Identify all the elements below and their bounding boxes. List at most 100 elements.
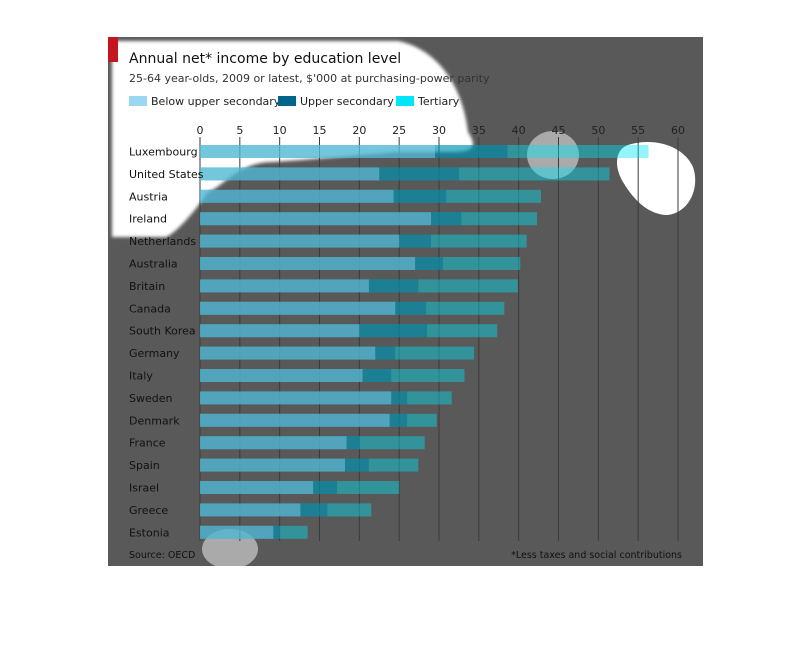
bars bbox=[200, 145, 649, 539]
bar-0 bbox=[200, 413, 390, 427]
category-label: Greece bbox=[129, 504, 168, 517]
bar-2 bbox=[200, 481, 400, 494]
bar-2 bbox=[200, 458, 419, 472]
bar-1 bbox=[200, 458, 369, 472]
bar-1 bbox=[200, 301, 427, 315]
bar-1 bbox=[200, 279, 419, 293]
bar-1 bbox=[200, 189, 447, 203]
bar-1 bbox=[200, 346, 396, 360]
highlight-overlay bbox=[108, 37, 696, 566]
bar-chart: Annual net* income by education level 25… bbox=[108, 37, 696, 566]
legend-label-0: Below upper secondary bbox=[151, 95, 281, 108]
bar-0 bbox=[200, 458, 345, 472]
bar-0 bbox=[200, 167, 380, 181]
bar-2 bbox=[200, 167, 610, 181]
category-label: Australia bbox=[129, 258, 178, 271]
bar-1 bbox=[200, 391, 408, 405]
bar-1 bbox=[200, 167, 459, 181]
category-label: Italy bbox=[129, 370, 153, 383]
bar-2 bbox=[200, 212, 537, 226]
footnote: *Less taxes and social contributions bbox=[511, 550, 682, 561]
bar-0 bbox=[200, 436, 347, 450]
bar-0 bbox=[200, 391, 392, 405]
category-labels: Luxembourg United States Austria Ireland Net… bbox=[129, 146, 204, 540]
bar-2 bbox=[200, 279, 518, 293]
bar-1 bbox=[200, 324, 428, 338]
bar-0 bbox=[200, 369, 363, 382]
x-axis-ticks: 0 5 10 15 20 25 30 35 40 45 50 55 60 bbox=[197, 124, 686, 137]
bar-1 bbox=[200, 503, 328, 517]
category-label: Netherlands bbox=[129, 235, 196, 248]
bar-2 bbox=[200, 145, 649, 158]
legend-label-2: Tertiary bbox=[417, 95, 460, 108]
bar-0 bbox=[200, 324, 360, 338]
bar-1 bbox=[200, 525, 280, 539]
bar-2 bbox=[200, 234, 527, 248]
bar-0 bbox=[200, 301, 396, 315]
legend: Below upper secondary Upper secondary Tert… bbox=[129, 95, 460, 108]
bar-2 bbox=[200, 189, 541, 203]
category-label: Canada bbox=[129, 302, 171, 315]
bar-1 bbox=[200, 369, 392, 382]
bar-2 bbox=[200, 257, 521, 270]
bar-2 bbox=[200, 391, 452, 405]
category-label: South Korea bbox=[129, 325, 196, 338]
legend-swatch-2 bbox=[396, 96, 414, 106]
legend-label-1: Upper secondary bbox=[300, 95, 394, 108]
bar-0 bbox=[200, 189, 394, 203]
accent-bar bbox=[108, 37, 118, 62]
bar-2 bbox=[200, 346, 475, 360]
bar-0 bbox=[200, 525, 274, 539]
source-note: Source: OECD bbox=[129, 550, 195, 561]
bar-2 bbox=[200, 324, 498, 338]
bar-2 bbox=[200, 413, 437, 427]
chart-panel: Annual net* income by education level 25… bbox=[108, 37, 703, 566]
bar-0 bbox=[200, 257, 416, 270]
category-label: Austria bbox=[129, 190, 168, 203]
bar-2 bbox=[200, 436, 425, 450]
bar-2 bbox=[200, 301, 505, 315]
x-tick-label: 5 bbox=[236, 124, 243, 137]
bar-2 bbox=[200, 525, 308, 539]
x-tick-label: 20 bbox=[352, 124, 366, 137]
category-label: Denmark bbox=[129, 414, 180, 427]
category-label: Israel bbox=[129, 482, 159, 495]
category-label: Sweden bbox=[129, 392, 172, 405]
bar-0 bbox=[200, 234, 400, 248]
x-tick-label: 55 bbox=[631, 124, 645, 137]
x-tick-label: 50 bbox=[591, 124, 605, 137]
bar-0 bbox=[200, 503, 301, 517]
x-tick-label: 45 bbox=[552, 124, 566, 137]
bar-0 bbox=[200, 481, 314, 494]
gridlines bbox=[199, 137, 679, 541]
bar-0 bbox=[200, 279, 369, 293]
category-label: France bbox=[129, 437, 166, 450]
bar-2 bbox=[200, 503, 372, 517]
bar-0 bbox=[200, 346, 376, 360]
chart-subtitle: 25-64 year-olds, 2009 or latest, $'000 a… bbox=[129, 72, 490, 85]
category-label: Spain bbox=[129, 459, 160, 472]
category-label: United States bbox=[129, 168, 204, 181]
x-tick-label: 25 bbox=[392, 124, 406, 137]
legend-swatch-0 bbox=[129, 96, 147, 106]
x-tick-label: 60 bbox=[671, 124, 685, 137]
bar-0 bbox=[200, 212, 432, 226]
bar-1 bbox=[200, 212, 462, 226]
chart-title: Annual net* income by education level bbox=[129, 51, 401, 67]
category-label: Estonia bbox=[129, 526, 170, 539]
bar-1 bbox=[200, 257, 443, 270]
bar-0 bbox=[200, 145, 436, 158]
category-label: Germany bbox=[129, 347, 180, 360]
x-tick-label: 10 bbox=[273, 124, 287, 137]
category-label: Ireland bbox=[129, 213, 167, 226]
bar-1 bbox=[200, 145, 508, 158]
bar-1 bbox=[200, 413, 408, 427]
bar-2 bbox=[200, 369, 465, 382]
category-label: Luxembourg bbox=[129, 146, 198, 159]
x-tick-label: 30 bbox=[432, 124, 446, 137]
bar-1 bbox=[200, 481, 338, 494]
category-label: Britain bbox=[129, 280, 165, 293]
x-tick-label: 0 bbox=[197, 124, 204, 137]
bar-1 bbox=[200, 436, 360, 450]
x-tick-label: 40 bbox=[512, 124, 526, 137]
